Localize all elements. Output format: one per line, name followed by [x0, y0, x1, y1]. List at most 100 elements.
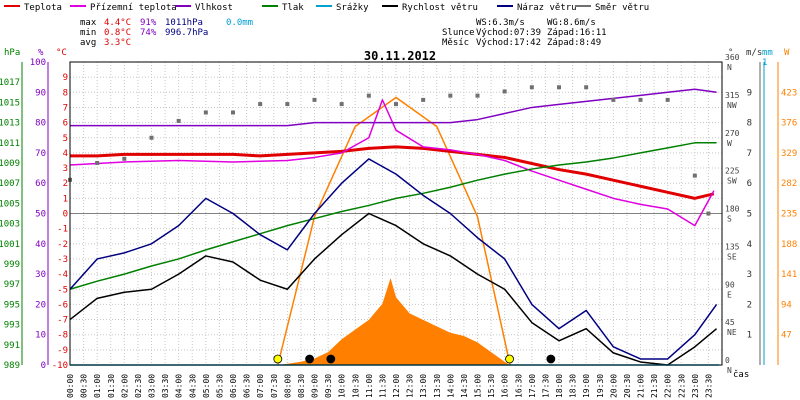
solar-tick-label: 329 — [781, 149, 797, 159]
series-line-0 — [70, 145, 715, 200]
wind-direction-point — [557, 85, 561, 90]
x-tick-label: 01:00 — [93, 374, 102, 398]
pressure-tick-label: 1005 — [0, 199, 20, 209]
x-tick-label: 09:30 — [324, 374, 333, 398]
wind-direction-point — [502, 89, 507, 94]
x-tick-label: 05:30 — [215, 374, 224, 398]
direction-tick-value: 0 — [725, 356, 730, 365]
x-tick-label: 16:00 — [501, 374, 510, 398]
x-tick-label: 17:00 — [528, 374, 537, 398]
wind-direction-point — [611, 97, 616, 102]
wind-direction-point — [665, 97, 670, 102]
x-tick-label: 00:00 — [66, 374, 75, 398]
x-tick-label: 23:30 — [704, 374, 713, 398]
solar-tick-label: 235 — [781, 210, 797, 220]
speed-unit-label: m/s — [746, 48, 762, 58]
temperature-tick-label: -8 — [57, 331, 68, 341]
direction-tick-name: N — [727, 366, 732, 375]
x-tick-label: 07:30 — [270, 374, 279, 398]
direction-unit-label: ° — [728, 48, 733, 58]
pressure-tick-label: 995 — [4, 300, 20, 310]
wind-direction-point — [692, 173, 697, 178]
x-tick-label: 14:30 — [460, 374, 469, 398]
wind-direction-point — [706, 211, 711, 216]
pressure-tick-label: 1003 — [0, 220, 20, 230]
direction-tick-value: 135 — [725, 242, 740, 251]
sun-label: Slunce — [442, 28, 475, 38]
x-tick-label: 09:00 — [311, 374, 320, 398]
x-tick-label: 06:30 — [243, 374, 252, 398]
x-tick-label: 08:00 — [283, 374, 292, 398]
x-tick-label: 06:00 — [229, 374, 238, 398]
stats-min-label: min — [80, 28, 96, 38]
legend-item-label: Přízemní teplota — [90, 3, 177, 13]
series-line-1 — [69, 99, 715, 227]
x-tick-label: 07:00 — [256, 374, 265, 398]
stats-max-hum: 91% — [140, 18, 157, 28]
direction-tick-name: SW — [727, 177, 737, 186]
direction-tick-value: 180 — [725, 205, 740, 214]
humidity-tick-label: 50 — [35, 210, 46, 220]
temperature-tick-label: 9 — [63, 73, 68, 83]
speed-tick-label: 9 — [747, 88, 752, 98]
speed-tick-label: 8 — [747, 119, 752, 129]
x-tick-label: 05:00 — [202, 374, 211, 398]
stats-avg-label: avg — [80, 38, 96, 48]
speed-tick-label: 7 — [747, 149, 752, 159]
temperature-tick-label: -6 — [57, 300, 68, 310]
speed-tick-label: 1 — [747, 331, 752, 341]
x-tick-label: 04:00 — [175, 374, 184, 398]
axes-layer: 9899919939959979991001100310051007100910… — [0, 48, 797, 398]
x-tick-label: 01:30 — [107, 374, 116, 398]
pressure-tick-label: 989 — [4, 361, 20, 371]
wind-direction-point — [448, 93, 453, 98]
series-line-4 — [69, 212, 718, 366]
legend-item-label: Tlak — [282, 3, 304, 13]
temperature-tick-label: 7 — [63, 103, 68, 113]
moonrise-marker — [546, 354, 556, 364]
solar-tick-label: 47 — [781, 331, 792, 341]
legend-item-label: Srážky — [336, 3, 369, 13]
plot-frame — [69, 61, 723, 366]
x-tick-label: 00:30 — [80, 374, 89, 398]
direction-tick-name: NW — [727, 101, 737, 110]
temperature-tick-label: 5 — [63, 134, 68, 144]
wind-direction-point — [638, 97, 643, 102]
sunset-marker — [505, 354, 514, 364]
temperature-tick-label: 1 — [63, 194, 68, 204]
solar-layer — [277, 96, 511, 366]
solar-radiation-area — [279, 277, 511, 365]
direction-tick-name: NE — [727, 328, 737, 337]
temperature-tick-label: -5 — [57, 285, 68, 295]
wind-direction-point — [366, 93, 371, 98]
x-tick-label: 21:00 — [637, 374, 646, 398]
wind-direction-point — [584, 85, 589, 90]
temperature-tick-label: 4 — [63, 149, 68, 159]
wind-direction-point — [231, 110, 235, 115]
humidity-tick-label: 20 — [35, 300, 46, 310]
solar-clear-sky-curve — [277, 96, 511, 366]
moonset-marker — [305, 354, 315, 364]
x-tick-label: 16:30 — [514, 374, 523, 398]
solar-tick-label: 423 — [781, 88, 797, 98]
humidity-tick-label: 0 — [41, 361, 46, 371]
stats-avg-temp: 3.3°C — [104, 38, 131, 48]
sun-rise: Východ:07:39 — [476, 28, 541, 38]
wind-direction-point — [339, 102, 344, 107]
legend-item-label: Náraz větru — [517, 3, 577, 13]
direction-tick-name: SE — [727, 252, 737, 261]
humidity-tick-label: 90 — [35, 88, 46, 98]
x-tick-label: 02:30 — [134, 374, 143, 398]
moon-label: Měsíc — [442, 38, 469, 48]
x-tick-label: 23:00 — [691, 374, 700, 398]
solar-tick-label: 188 — [781, 240, 797, 250]
pressure-unit-label: hPa — [4, 48, 20, 58]
pressure-tick-label: 1011 — [0, 139, 20, 149]
series-line-5 — [69, 158, 718, 360]
temperature-tick-label: 3 — [63, 164, 68, 174]
solar-unit-label: W — [784, 48, 790, 58]
wind-direction-point — [258, 102, 263, 107]
wind-direction-point — [529, 85, 534, 90]
humidity-unit-label: % — [38, 48, 44, 58]
x-axis-label: čas — [733, 369, 749, 380]
